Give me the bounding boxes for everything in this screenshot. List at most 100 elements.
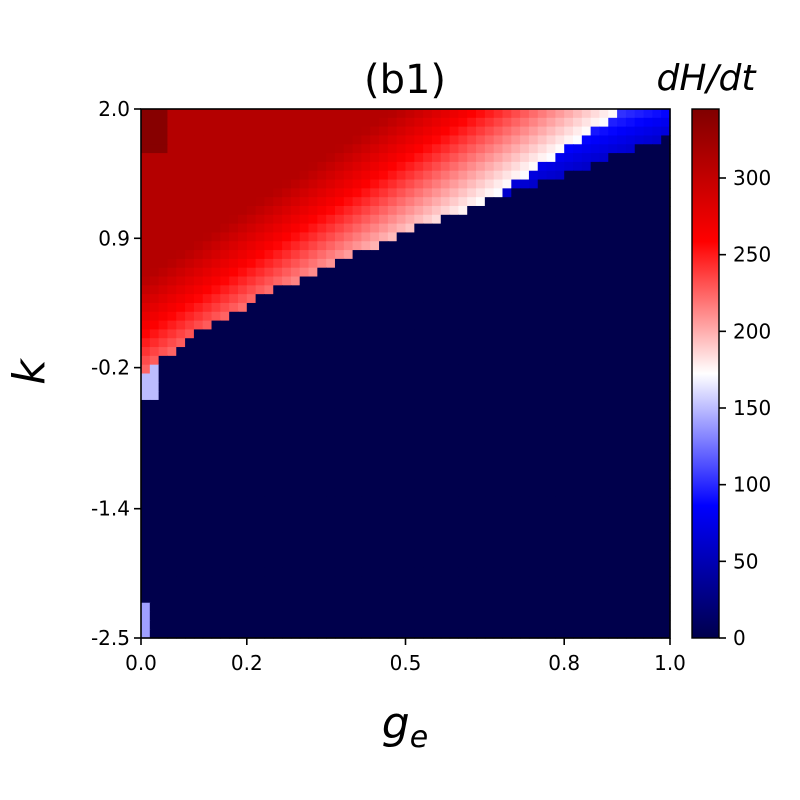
heatmap-cell — [405, 558, 415, 569]
heatmap-cell — [405, 161, 415, 172]
heatmap-cell — [634, 417, 645, 427]
heatmap-cell — [396, 488, 407, 498]
heatmap-cell — [343, 197, 354, 207]
heatmap-cell — [246, 241, 257, 251]
heatmap-cell — [625, 205, 636, 216]
heatmap-cell — [511, 355, 521, 366]
heatmap-cell — [317, 153, 327, 163]
heatmap-cell — [273, 188, 283, 198]
heatmap-cell — [625, 294, 636, 304]
heatmap-cell — [511, 452, 521, 463]
heatmap-cell — [308, 250, 318, 260]
heatmap-cell — [237, 452, 248, 463]
heatmap-cell — [396, 373, 407, 383]
heatmap-cell — [458, 135, 468, 145]
heatmap-cell — [617, 153, 627, 163]
heatmap-cell — [449, 144, 459, 154]
heatmap-cell — [467, 382, 477, 392]
heatmap-cell — [537, 426, 548, 436]
heatmap-cell — [264, 373, 274, 383]
heatmap-cell — [387, 347, 398, 357]
heatmap-cell — [282, 382, 292, 392]
heatmap-cell — [440, 302, 451, 313]
heatmap-cell — [511, 576, 521, 586]
heatmap-cell — [581, 593, 592, 604]
heatmap-cell — [537, 399, 548, 410]
heatmap-cell — [317, 338, 327, 348]
heatmap-cell — [440, 126, 451, 137]
heatmap-cell — [167, 408, 177, 419]
heatmap-cell — [590, 311, 601, 322]
heatmap-cell — [467, 117, 477, 128]
heatmap-cell — [625, 267, 636, 278]
heatmap-cell — [520, 541, 530, 551]
heatmap-cell — [520, 629, 530, 639]
heatmap-cell — [484, 109, 495, 119]
heatmap-cell — [520, 558, 530, 569]
heatmap-cell — [237, 435, 248, 445]
heatmap-cell — [493, 549, 504, 560]
heatmap-cell — [185, 232, 195, 242]
heatmap-cell — [537, 285, 548, 295]
heatmap-cell — [502, 170, 512, 181]
heatmap-cell — [387, 197, 398, 207]
heatmap-cell — [282, 355, 292, 366]
x-tick-label: 0.5 — [390, 651, 422, 675]
heatmap-cell — [149, 602, 160, 613]
y-tick-label: 2.0 — [98, 97, 130, 121]
heatmap-cell — [599, 197, 609, 207]
heatmap-cell — [237, 426, 248, 436]
heatmap-cell — [396, 302, 407, 313]
heatmap-cell — [211, 549, 221, 560]
heatmap-cell — [141, 161, 151, 172]
heatmap-cell — [387, 364, 398, 375]
heatmap-cell — [361, 267, 371, 278]
heatmap-cell — [308, 135, 318, 145]
heatmap-cell — [449, 461, 459, 472]
heatmap-cell — [590, 373, 601, 383]
heatmap-cell — [520, 364, 530, 375]
heatmap-cell — [458, 505, 468, 516]
heatmap-cell — [352, 576, 363, 586]
heatmap-cell — [290, 461, 301, 472]
heatmap-cell — [343, 496, 354, 507]
heatmap-cell — [334, 276, 345, 286]
heatmap-cell — [370, 241, 380, 251]
heatmap-cell — [255, 391, 266, 401]
heatmap-cell — [546, 109, 556, 119]
heatmap-cell — [405, 523, 415, 533]
heatmap-cell — [617, 294, 627, 304]
heatmap-cell — [414, 567, 424, 577]
heatmap-cell — [467, 241, 477, 251]
heatmap-cell — [326, 479, 336, 489]
heatmap-cell — [617, 197, 627, 207]
heatmap-cell — [237, 232, 248, 242]
heatmap-cell — [449, 179, 459, 189]
heatmap-cell — [661, 223, 671, 234]
heatmap-cell — [520, 602, 530, 613]
heatmap-cell — [396, 144, 407, 154]
heatmap-cell — [431, 179, 442, 189]
heatmap-cell — [141, 496, 151, 507]
heatmap-cell — [476, 109, 486, 119]
heatmap-cell — [229, 250, 239, 260]
heatmap-cell — [273, 629, 283, 639]
heatmap-cell — [661, 153, 671, 163]
heatmap-cell — [299, 620, 310, 630]
heatmap-cell — [573, 505, 583, 516]
heatmap-cell — [237, 408, 248, 419]
heatmap-cell — [449, 355, 459, 366]
heatmap-cell — [449, 585, 459, 595]
heatmap-cell — [290, 347, 301, 357]
heatmap-cell — [661, 532, 671, 542]
heatmap-cell — [396, 276, 407, 286]
heatmap-cell — [564, 426, 574, 436]
heatmap-cell — [176, 364, 186, 375]
heatmap-cell — [528, 276, 539, 286]
heatmap-cell — [255, 329, 266, 339]
heatmap-cell — [158, 276, 169, 286]
heatmap-cell — [326, 567, 336, 577]
heatmap-cell — [326, 347, 336, 357]
heatmap-cell — [202, 205, 213, 216]
heatmap-cell — [185, 505, 195, 516]
